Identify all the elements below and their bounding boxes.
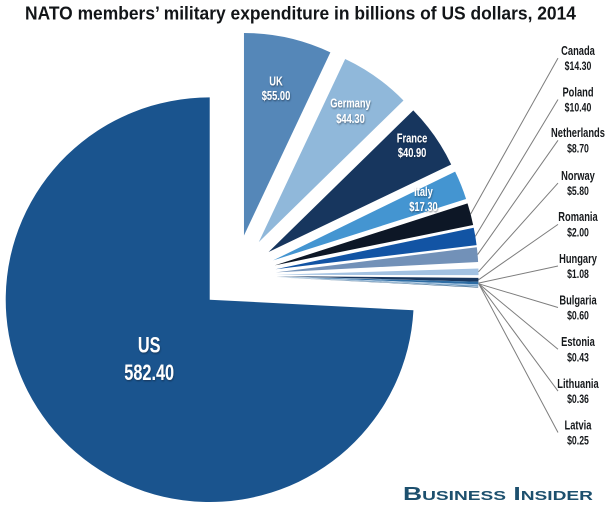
svg-text:Lithuania: Lithuania	[557, 378, 599, 392]
svg-text:Canada: Canada	[561, 45, 595, 59]
svg-text:Poland: Poland	[562, 86, 593, 100]
svg-text:Business Insider: Business Insider	[403, 484, 594, 504]
svg-text:Romania: Romania	[558, 211, 598, 225]
svg-text:$0.43: $0.43	[567, 352, 589, 365]
svg-text:Bulgaria: Bulgaria	[559, 294, 597, 308]
svg-text:NATO members’ military expendi: NATO members’ military expenditure in bi…	[25, 3, 577, 24]
svg-text:Hungary: Hungary	[559, 253, 598, 267]
svg-text:Norway: Norway	[561, 170, 595, 184]
svg-text:Estonia: Estonia	[561, 336, 595, 350]
svg-text:$14.30: $14.30	[565, 61, 592, 74]
svg-text:$44.30: $44.30	[336, 113, 365, 127]
svg-text:US: US	[138, 333, 161, 358]
svg-text:Netherlands: Netherlands	[551, 127, 605, 141]
svg-text:Latvia: Latvia	[565, 419, 593, 433]
svg-text:$10.40: $10.40	[565, 103, 592, 116]
svg-text:Italy: Italy	[414, 186, 433, 200]
svg-text:$55.00: $55.00	[262, 90, 291, 104]
svg-text:582.40: 582.40	[124, 361, 174, 386]
svg-text:$17.30: $17.30	[409, 201, 438, 215]
svg-text:$8.70: $8.70	[567, 143, 589, 156]
svg-text:Germany: Germany	[330, 97, 371, 111]
svg-text:$0.36: $0.36	[567, 394, 589, 407]
svg-text:$1.08: $1.08	[567, 269, 589, 282]
svg-text:$2.00: $2.00	[567, 227, 589, 240]
svg-text:$40.90: $40.90	[398, 147, 427, 161]
svg-text:$0.25: $0.25	[567, 436, 589, 449]
svg-text:$5.80: $5.80	[567, 186, 589, 199]
svg-text:$0.60: $0.60	[567, 311, 589, 324]
svg-text:UK: UK	[269, 75, 282, 89]
svg-text:France: France	[397, 132, 428, 146]
